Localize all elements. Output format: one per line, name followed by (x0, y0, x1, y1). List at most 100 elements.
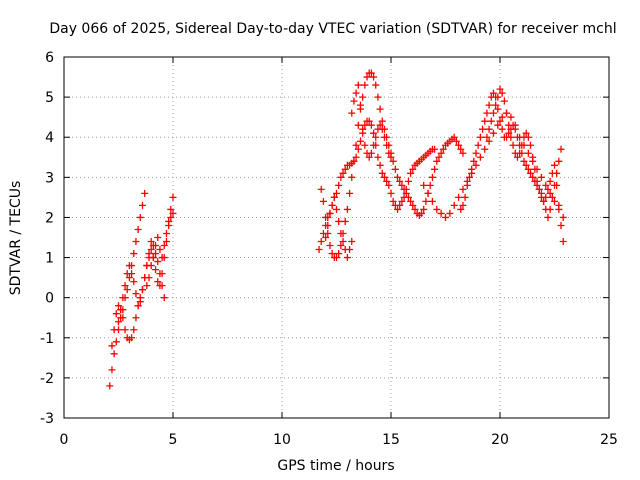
data-point (537, 173, 545, 181)
data-point (483, 109, 491, 117)
data-point (540, 197, 548, 205)
data-point (128, 270, 136, 278)
x-tick-label: 0 (60, 432, 69, 448)
data-point (494, 105, 502, 113)
data-point (376, 121, 384, 129)
data-point (149, 254, 157, 262)
data-point (496, 85, 504, 93)
data-point (394, 173, 402, 181)
y-tick-label: 4 (45, 130, 54, 146)
data-point (546, 177, 554, 185)
data-point (343, 205, 351, 213)
data-point (112, 310, 120, 318)
data-point (361, 141, 369, 149)
data-point (372, 81, 380, 89)
data-point (407, 197, 415, 205)
data-point (337, 173, 345, 181)
data-point (335, 250, 343, 258)
data-point (130, 326, 138, 334)
data-point (409, 201, 417, 209)
data-point (380, 133, 388, 141)
x-tick-label: 10 (273, 432, 291, 448)
data-point (439, 145, 447, 153)
data-point (483, 133, 491, 141)
data-point (435, 153, 443, 161)
data-point (487, 117, 495, 125)
data-point (352, 89, 360, 97)
data-point (468, 169, 476, 177)
data-point (433, 205, 441, 213)
grid-lines (64, 57, 609, 418)
data-point (398, 197, 406, 205)
data-point (489, 109, 497, 117)
data-point (450, 133, 458, 141)
axis-ticks: 0 5 10 15 20 25 -3 -2 -1 0 1 2 3 4 5 6 (40, 50, 618, 448)
data-point (542, 193, 550, 201)
data-point (123, 286, 131, 294)
data-point (136, 213, 144, 221)
data-point (125, 274, 133, 282)
data-point (374, 153, 382, 161)
data-point (404, 193, 412, 201)
data-point (167, 205, 175, 213)
data-point (485, 137, 493, 145)
data-point (553, 181, 561, 189)
x-tick-label: 15 (382, 432, 400, 448)
data-point (348, 173, 356, 181)
chart-title: Day 066 of 2025, Sidereal Day-to-day VTE… (49, 21, 616, 37)
data-point (147, 238, 155, 246)
data-point (479, 125, 487, 133)
data-point (138, 286, 146, 294)
data-point (339, 238, 347, 246)
y-tick-label: 5 (45, 90, 54, 106)
data-point (352, 153, 360, 161)
data-point (420, 205, 428, 213)
data-point (481, 145, 489, 153)
data-point (505, 129, 513, 137)
data-point (380, 173, 388, 181)
data-point (485, 125, 493, 133)
data-point (337, 242, 345, 250)
x-axis-label: GPS time / hours (277, 458, 394, 474)
data-point (409, 165, 417, 173)
data-point (354, 81, 362, 89)
data-point (108, 366, 116, 374)
data-point (518, 141, 526, 149)
data-point (324, 229, 332, 237)
data-point (428, 197, 436, 205)
data-point (121, 326, 129, 334)
data-point (130, 278, 138, 286)
data-point (555, 201, 563, 209)
data-point (544, 213, 552, 221)
data-point (110, 350, 118, 358)
data-point (446, 209, 454, 217)
data-point (134, 225, 142, 233)
data-point (527, 141, 535, 149)
data-point (350, 157, 358, 165)
data-point (328, 201, 336, 209)
data-point (143, 282, 151, 290)
data-point (356, 101, 364, 109)
data-point (459, 185, 467, 193)
data-point (455, 193, 463, 201)
data-point (422, 197, 430, 205)
data-point (457, 205, 465, 213)
data-point (110, 326, 118, 334)
data-point (328, 250, 336, 258)
data-point (367, 149, 375, 157)
data-point (527, 169, 535, 177)
data-point (326, 209, 334, 217)
data-point (557, 221, 565, 229)
data-point (152, 266, 160, 274)
data-point (418, 209, 426, 217)
data-point (322, 213, 330, 221)
data-point (394, 205, 402, 213)
data-point (461, 193, 469, 201)
data-point (341, 165, 349, 173)
data-point (387, 153, 395, 161)
data-point (463, 177, 471, 185)
data-point (431, 165, 439, 173)
data-point (335, 181, 343, 189)
y-tick-label: 3 (45, 170, 54, 186)
data-point (119, 314, 127, 322)
